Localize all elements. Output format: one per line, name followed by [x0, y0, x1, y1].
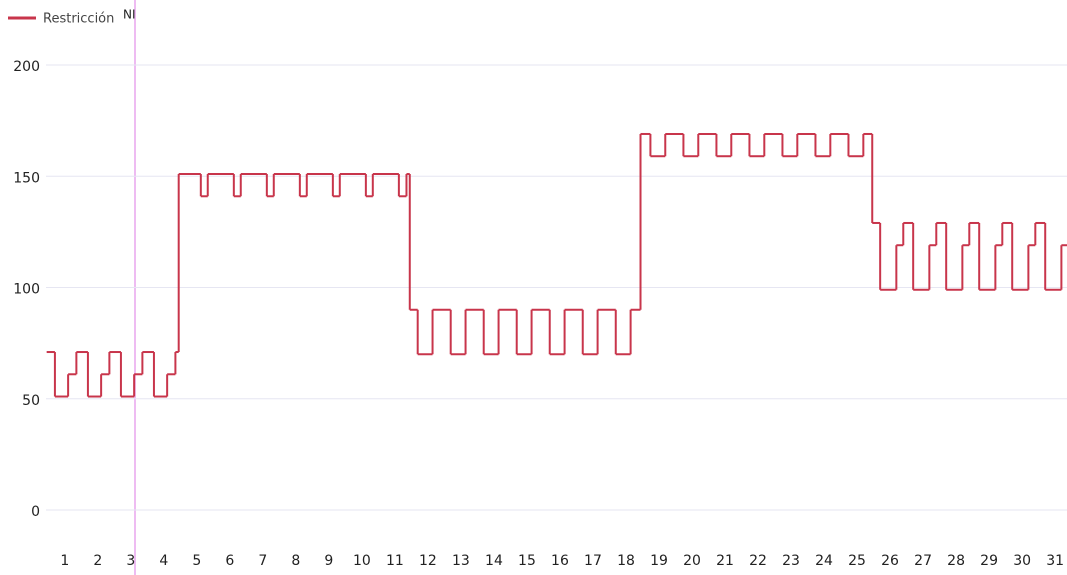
x-tick-label: 4 — [159, 553, 168, 569]
x-tick-label: 25 — [848, 553, 866, 569]
x-tick-label: 9 — [324, 553, 333, 569]
x-tick-label: 29 — [980, 553, 998, 569]
x-tick-label: 3 — [126, 553, 135, 569]
y-tick-label: 0 — [31, 504, 40, 520]
x-tick-label: 2 — [93, 553, 102, 569]
annotation: NI — [123, 8, 136, 22]
x-tick-label: 11 — [386, 553, 404, 569]
x-tick-label: 28 — [947, 553, 965, 569]
x-tick-label: 22 — [749, 553, 767, 569]
x-tick-label: 10 — [353, 553, 371, 569]
y-tick-label: 150 — [13, 170, 40, 186]
x-tick-label: 19 — [650, 553, 668, 569]
x-tick-label: 21 — [716, 553, 734, 569]
y-tick-label: 100 — [13, 282, 40, 298]
x-tick-label: 16 — [551, 553, 569, 569]
x-tick-label: 24 — [815, 553, 833, 569]
x-tick-label: 26 — [881, 553, 899, 569]
x-tick-label: 30 — [1013, 553, 1031, 569]
y-tick-label: 200 — [13, 59, 40, 75]
x-tick-label: 23 — [782, 553, 800, 569]
legend-label[interactable]: Restricción — [43, 12, 114, 27]
x-tick-label: 8 — [291, 553, 300, 569]
y-tick-label: 50 — [22, 393, 40, 409]
x-tick-label: 12 — [419, 553, 437, 569]
x-tick-label: 31 — [1046, 553, 1064, 569]
x-tick-label: 1 — [60, 553, 69, 569]
x-tick-label: 6 — [225, 553, 234, 569]
x-tick-label: 15 — [518, 553, 536, 569]
x-tick-label: 7 — [258, 553, 267, 569]
x-tick-label: 27 — [914, 553, 932, 569]
x-tick-label: 5 — [192, 553, 201, 569]
x-tick-label: 14 — [485, 553, 503, 569]
x-tick-label: 20 — [683, 553, 701, 569]
x-tick-label: 18 — [617, 553, 635, 569]
x-tick-label: 13 — [452, 553, 470, 569]
x-tick-label: 17 — [584, 553, 602, 569]
